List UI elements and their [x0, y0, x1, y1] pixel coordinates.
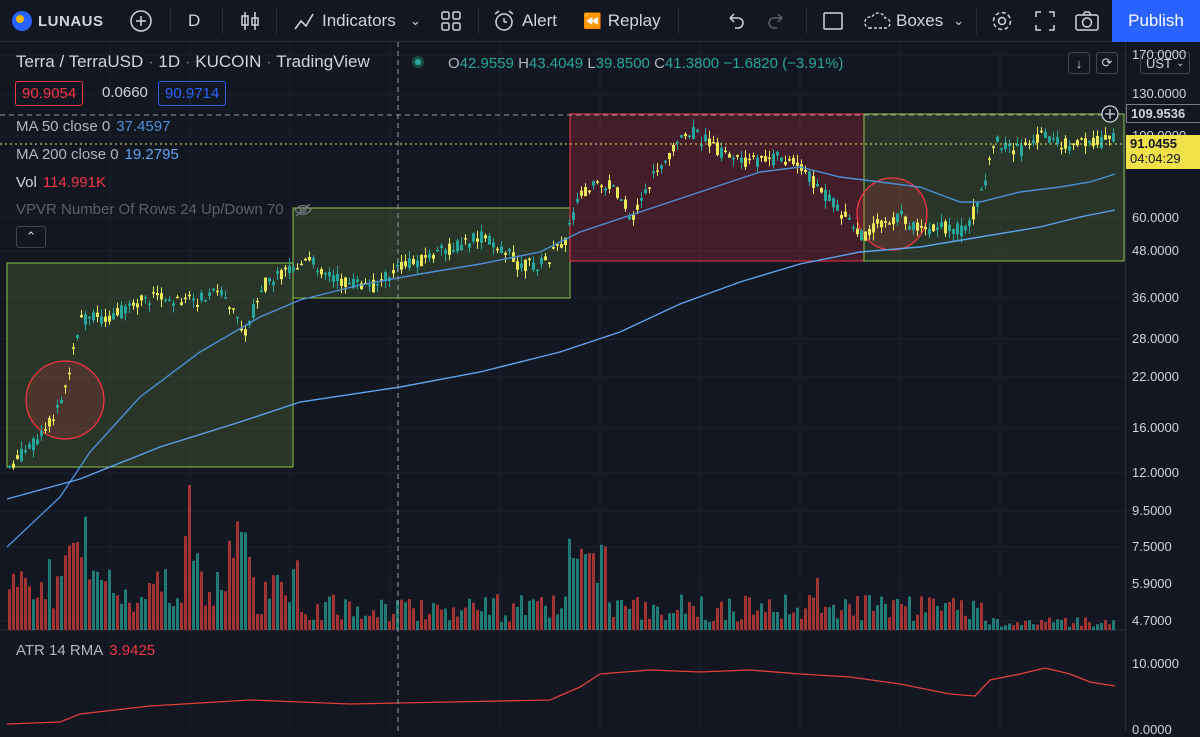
- vpvr-legend[interactable]: VPVR Number Of Rows 24 Up/Down 70: [16, 201, 312, 218]
- price-tick: 36.0000: [1132, 290, 1179, 305]
- arrow-down-icon: ↓: [1075, 55, 1083, 71]
- last-price-label: 91.0455 04:04:29: [1126, 135, 1200, 169]
- ma50-line: [6, 166, 1116, 548]
- alert-label: Alert: [522, 11, 557, 30]
- chevron-up-icon: ⌃: [25, 229, 37, 244]
- layout-button[interactable]: [440, 0, 462, 42]
- green-box-1[interactable]: [6, 262, 294, 468]
- ma50-legend[interactable]: MA 50 close 0 37.4597: [16, 118, 171, 135]
- change-value: −1.6820 (−3.91%): [723, 55, 844, 72]
- grid-icon: [441, 11, 461, 31]
- camera-icon: [1075, 11, 1099, 31]
- price-axis[interactable]: UST⌄ 170.0000130.0000100.000060.000048.0…: [1125, 42, 1200, 737]
- spread-value: 0.0660: [102, 84, 148, 101]
- logo-icon: [12, 11, 32, 31]
- price-tick: 12.0000: [1132, 465, 1179, 480]
- bar-countdown: 04:04:29: [1130, 151, 1181, 166]
- high-value: 43.4049: [528, 55, 584, 72]
- settings-button[interactable]: [990, 0, 1014, 42]
- gear-icon: [992, 11, 1012, 31]
- symbol-name: Terra / TerraUSD: [16, 52, 144, 71]
- symbol-exchange: KUCOIN: [195, 52, 262, 71]
- rectangle-tool-button[interactable]: [822, 0, 844, 42]
- rewind-icon: ⏪: [583, 13, 602, 30]
- indicators-label: Indicators: [322, 11, 396, 30]
- redo-button[interactable]: [766, 0, 788, 42]
- highlight-circle-2[interactable]: [856, 177, 928, 251]
- undo-button[interactable]: [724, 0, 746, 42]
- price-tick: 60.0000: [1132, 210, 1179, 225]
- snapshot-button[interactable]: [1074, 0, 1100, 42]
- green-box-2[interactable]: [292, 207, 571, 299]
- publish-button[interactable]: Publish: [1112, 0, 1200, 42]
- open-value: 42.9559: [459, 55, 514, 72]
- top-toolbar: LUNAUS D Indicators ⌄ Alert ⏪ Replay Box…: [0, 0, 1200, 42]
- alarm-clock-icon: [494, 10, 514, 31]
- price-tick: 16.0000: [1132, 420, 1179, 435]
- crosshair-price-label: 109.9536: [1126, 104, 1200, 123]
- indicators-button[interactable]: Indicators: [292, 0, 396, 42]
- highlight-circle-1[interactable]: [25, 360, 105, 440]
- symbol-interval: 1D: [158, 52, 181, 71]
- download-button[interactable]: ↓: [1068, 52, 1090, 74]
- close-value: 41.3800: [664, 55, 720, 72]
- atr-tick: 0.0000: [1132, 722, 1172, 737]
- alert-button[interactable]: Alert: [492, 0, 557, 42]
- price-chart[interactable]: [0, 42, 1125, 731]
- add-price-button[interactable]: [1101, 105, 1119, 123]
- replay-label: Replay: [607, 11, 661, 30]
- chart-type-button[interactable]: [238, 0, 262, 42]
- price-tick: 130.0000: [1132, 86, 1187, 101]
- collapse-legend-button[interactable]: ⌃: [16, 226, 46, 248]
- chevron-down-icon: ⌄: [410, 13, 421, 28]
- low-value: 39.8500: [595, 55, 650, 72]
- price-tick: 22.0000: [1132, 369, 1179, 384]
- price-tick: 5.9000: [1132, 576, 1172, 591]
- add-symbol-button[interactable]: [128, 0, 154, 42]
- rectangle-icon: [823, 12, 843, 30]
- indicators-icon: [294, 13, 314, 30]
- logo[interactable]: LUNAUS: [12, 0, 104, 42]
- price-tick: 7.5000: [1132, 539, 1172, 554]
- plus-circle-icon: [130, 10, 152, 32]
- symbol-title[interactable]: Terra / TerraUSD · 1D · KUCOIN · Trading…: [16, 52, 370, 71]
- chevron-down-icon: ⌄: [953, 13, 965, 28]
- boxes-label: Boxes: [896, 11, 944, 30]
- ohlc-values: O42.9559 H43.4049 L39.8500 C41.3800 −1.6…: [448, 55, 844, 72]
- red-box[interactable]: [569, 113, 865, 262]
- fullscreen-button[interactable]: [1034, 0, 1056, 42]
- volume-legend[interactable]: Vol 114.991K: [16, 174, 106, 191]
- atr-legend[interactable]: ATR 14 RMA 3.9425: [16, 642, 156, 659]
- boxes-button[interactable]: Boxes ⌄: [862, 0, 964, 42]
- replay-button[interactable]: ⏪ Replay: [583, 0, 661, 42]
- ma200-legend[interactable]: MA 200 close 0 19.2795: [16, 146, 179, 163]
- atr-line: [6, 667, 1116, 725]
- market-status-icon: [412, 56, 424, 68]
- indicators-dropdown[interactable]: ⌄: [410, 0, 421, 42]
- fullscreen-icon: [1035, 11, 1055, 31]
- price-tick: 170.0000: [1132, 47, 1187, 62]
- price-tick: 48.0000: [1132, 243, 1179, 258]
- candles-icon: [241, 12, 259, 30]
- price-tick: 9.5000: [1132, 503, 1172, 518]
- redo-icon: [768, 13, 783, 29]
- cloud-icon: [864, 12, 891, 29]
- ask-price-box[interactable]: 90.9714: [158, 81, 227, 106]
- bid-price-box[interactable]: 90.9054: [15, 81, 84, 106]
- ma200-line: [6, 209, 1116, 500]
- undo-icon: [729, 13, 744, 29]
- atr-tick: 10.0000: [1132, 656, 1179, 671]
- chevron-down-icon: ⌄: [1176, 57, 1185, 69]
- symbol-source: TradingView: [276, 52, 370, 71]
- reload-button[interactable]: ⟳: [1096, 52, 1118, 74]
- refresh-icon: ⟳: [1101, 55, 1113, 70]
- eye-hidden-icon[interactable]: [293, 203, 312, 217]
- price-tick: 28.0000: [1132, 331, 1179, 346]
- interval-button[interactable]: D: [188, 11, 201, 30]
- currency-select[interactable]: UST ⌄: [1140, 52, 1190, 74]
- logo-text: LUNAUS: [38, 12, 104, 30]
- price-tick: 4.7000: [1132, 613, 1172, 628]
